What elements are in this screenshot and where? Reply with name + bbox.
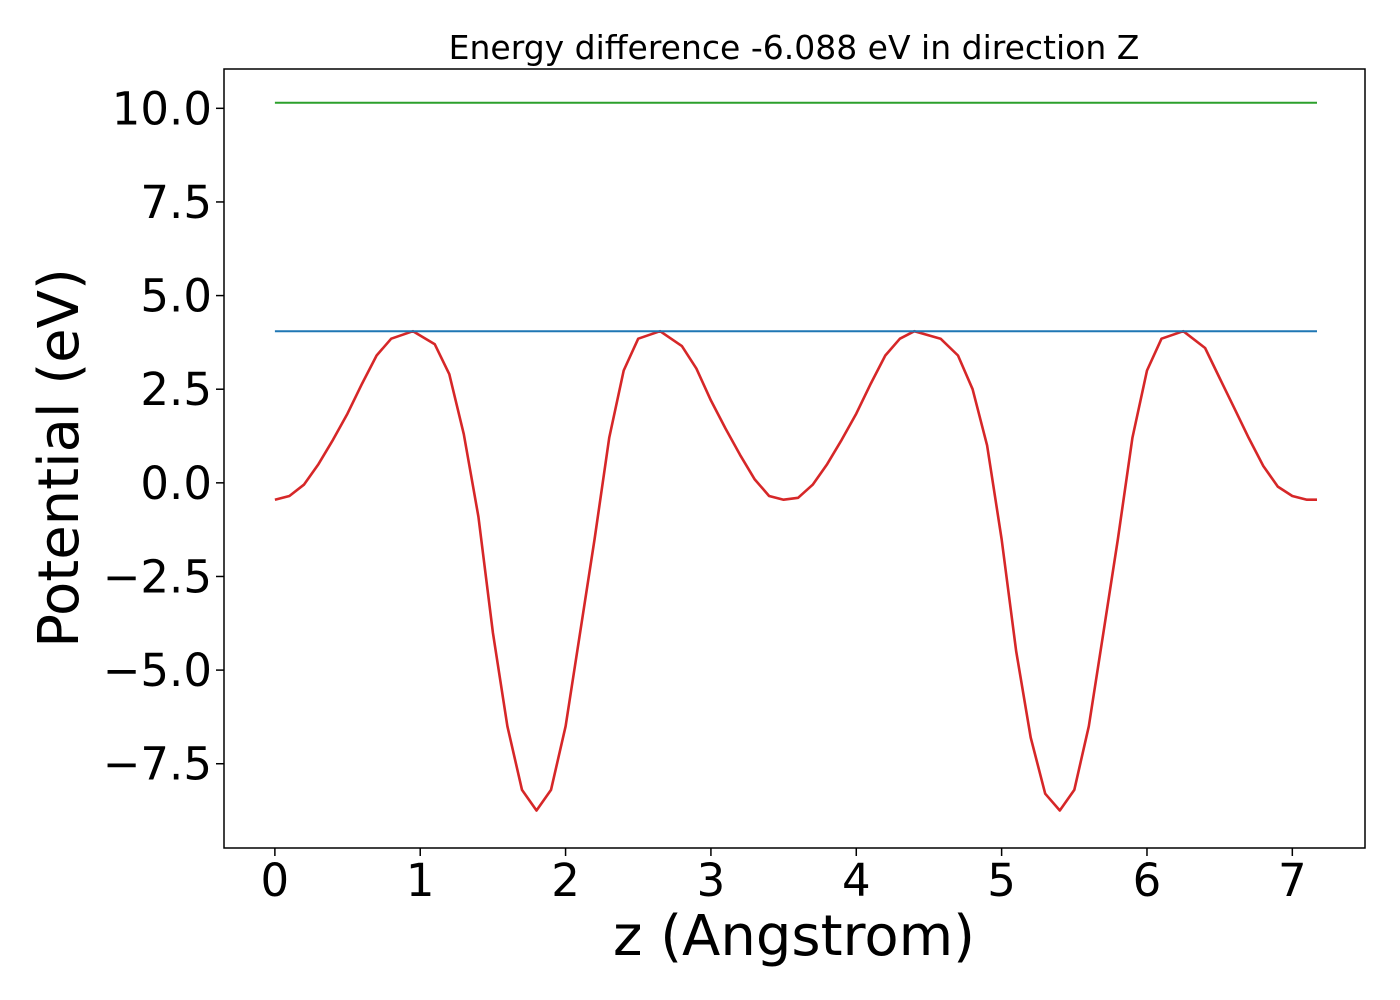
y-axis: −7.5 −5.0 −2.5 0.0 2.5 5.0 7.5 10.0 [103, 82, 224, 791]
y-tick-label: 5.0 [140, 270, 212, 323]
x-tick-label: 3 [697, 854, 726, 907]
x-tick-label: 1 [406, 854, 435, 907]
x-tick-label: 2 [551, 854, 580, 907]
y-tick-label: 2.5 [140, 363, 212, 416]
series-layer [274, 101, 1317, 812]
y-tick-label: −7.5 [103, 738, 212, 791]
x-tick-label: 4 [842, 854, 871, 907]
x-axis: 0 1 2 3 4 5 6 7 [261, 848, 1307, 907]
x-tick-label: 5 [987, 854, 1016, 907]
y-tick-label: 0.0 [140, 457, 212, 510]
x-tick-label: 0 [261, 854, 290, 907]
x-tick-label: 6 [1133, 854, 1162, 907]
y-axis-label: Potential (eV) [27, 268, 92, 648]
y-tick-label: 10.0 [112, 82, 212, 135]
y-tick-label: 7.5 [140, 176, 212, 229]
x-tick-label: 7 [1278, 854, 1307, 907]
x-axis-label: z (Angstrom) [613, 904, 975, 969]
y-tick-label: −2.5 [103, 550, 212, 603]
series-line-1 [274, 329, 1317, 812]
chart-title: Energy difference -6.088 eV in direction… [449, 28, 1140, 67]
y-tick-label: −5.0 [103, 644, 212, 697]
plot-frame [223, 68, 1366, 849]
